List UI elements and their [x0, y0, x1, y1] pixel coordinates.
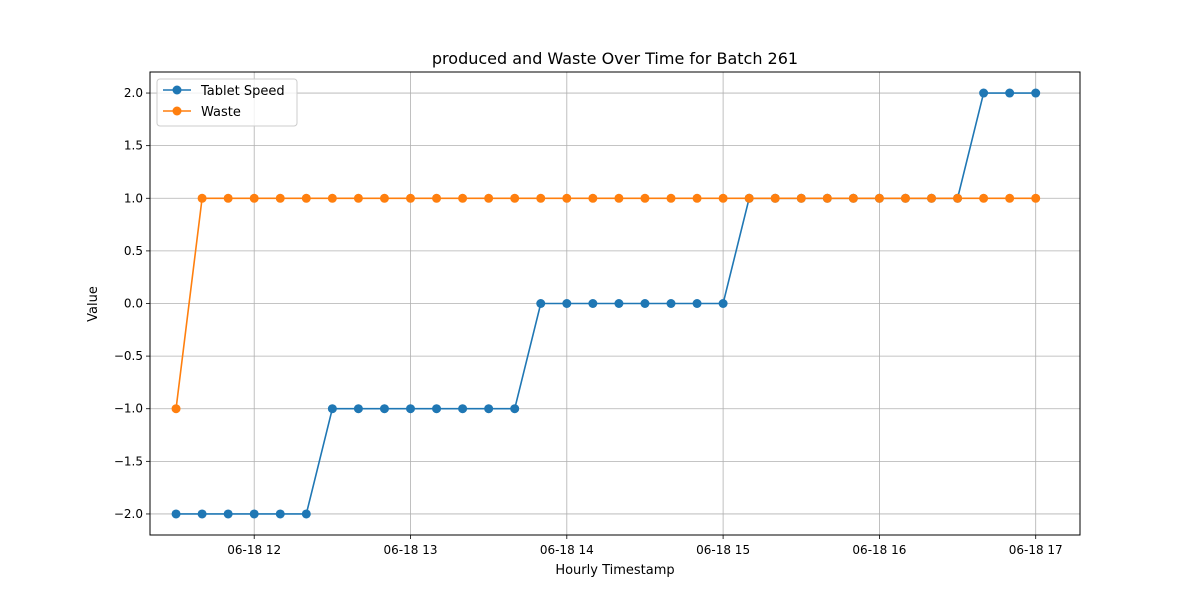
data-point-tablet-speed: [484, 404, 494, 414]
data-point-waste: [796, 193, 806, 203]
data-point-tablet-speed: [171, 509, 181, 519]
data-point-waste: [848, 193, 858, 203]
x-tick-label: 06-18 15: [696, 543, 750, 557]
y-tick-label: −0.5: [114, 349, 143, 363]
y-tick-label: −2.0: [114, 507, 143, 521]
data-point-waste: [874, 193, 884, 203]
data-point-tablet-speed: [432, 404, 442, 414]
data-point-tablet-speed: [379, 404, 389, 414]
x-tick-label: 06-18 14: [540, 543, 594, 557]
data-point-waste: [744, 193, 754, 203]
data-point-waste: [979, 193, 989, 203]
data-point-tablet-speed: [640, 299, 650, 308]
series-waste: [171, 193, 1041, 414]
y-axis: 2.0 1.5 1.0 0.5 0.0 −0.5 −1.0 −1.5 −2.0: [114, 86, 150, 521]
data-point-waste: [822, 193, 832, 203]
y-tick-label: −1.0: [114, 402, 143, 416]
data-point-waste: [588, 193, 598, 203]
y-tick-label: 0.5: [124, 244, 143, 258]
data-point-tablet-speed: [614, 299, 624, 308]
data-point-waste: [197, 193, 207, 203]
series-line-waste: [175, 197, 1036, 409]
legend-label-tablet-speed: Tablet Speed: [200, 84, 285, 99]
data-point-waste: [484, 193, 494, 203]
data-point-tablet-speed: [536, 299, 546, 308]
data-point-waste: [249, 193, 259, 203]
data-point-waste: [301, 193, 311, 203]
data-point-tablet-speed: [197, 509, 207, 519]
data-point-tablet-speed: [588, 299, 598, 308]
data-point-tablet-speed: [327, 404, 337, 414]
x-tick-label: 06-18 17: [1009, 543, 1063, 557]
y-axis-title: Value: [86, 286, 101, 322]
data-point-waste: [1005, 193, 1015, 203]
data-point-waste: [432, 193, 442, 203]
x-axis-title: Hourly Timestamp: [555, 563, 674, 578]
data-point-waste: [536, 193, 546, 203]
data-point-waste: [692, 193, 702, 203]
data-point-waste: [666, 193, 676, 203]
data-point-tablet-speed: [1005, 88, 1015, 98]
legend: Tablet Speed Waste: [156, 78, 298, 127]
data-point-waste: [718, 193, 728, 203]
y-tick-label: −1.5: [114, 454, 143, 468]
data-point-tablet-speed: [1031, 88, 1041, 98]
data-point-tablet-speed: [353, 404, 363, 414]
data-point-waste: [458, 193, 468, 203]
data-point-tablet-speed: [275, 509, 285, 519]
data-point-tablet-speed: [718, 299, 728, 308]
data-point-waste: [640, 193, 650, 203]
data-point-waste: [900, 193, 910, 203]
data-point-tablet-speed: [458, 404, 468, 414]
x-tick-label: 06-18 13: [384, 543, 438, 557]
data-point-tablet-speed: [223, 509, 233, 519]
legend-box: [156, 78, 298, 127]
y-tick-label: 0.0: [124, 297, 143, 311]
legend-marker-waste: [172, 106, 182, 116]
data-point-waste: [614, 193, 624, 203]
data-point-waste: [562, 193, 572, 203]
data-point-tablet-speed: [666, 299, 676, 308]
data-point-waste: [171, 404, 181, 414]
y-tick-label: 2.0: [124, 86, 143, 100]
data-point-waste: [223, 193, 233, 203]
data-point-tablet-speed: [562, 299, 572, 308]
data-point-waste: [927, 193, 937, 203]
data-point-waste: [379, 193, 389, 203]
data-point-tablet-speed: [406, 404, 416, 414]
y-tick-label: 1.0: [124, 191, 143, 205]
legend-marker-tablet-speed: [172, 85, 182, 95]
x-tick-label: 06-18 16: [852, 543, 906, 557]
data-point-waste: [327, 193, 337, 203]
data-point-waste: [275, 193, 285, 203]
data-point-tablet-speed: [301, 509, 311, 519]
series-layer: [171, 88, 1041, 519]
data-point-waste: [406, 193, 416, 203]
chart-title: produced and Waste Over Time for Batch 2…: [432, 49, 798, 68]
data-point-tablet-speed: [979, 88, 989, 98]
x-axis: 06-18 12 06-18 13 06-18 14 06-18 15 06-18 16…: [227, 535, 1063, 557]
data-point-tablet-speed: [510, 404, 520, 414]
data-point-waste: [953, 193, 963, 203]
data-point-waste: [1031, 193, 1041, 203]
data-point-waste: [353, 193, 363, 203]
x-tick-label: 06-18 12: [227, 543, 281, 557]
data-point-tablet-speed: [692, 299, 702, 308]
y-tick-label: 1.5: [124, 139, 143, 153]
data-point-waste: [770, 193, 780, 203]
data-point-tablet-speed: [249, 509, 259, 519]
legend-label-waste: Waste: [201, 105, 241, 120]
data-point-waste: [510, 193, 520, 203]
